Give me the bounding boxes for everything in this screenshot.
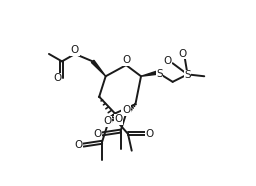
Text: O: O [114,114,122,124]
Text: S: S [156,69,163,79]
Polygon shape [141,71,158,76]
Polygon shape [91,60,106,76]
Text: O: O [122,105,130,115]
Text: O: O [93,129,101,139]
Text: O: O [74,140,83,150]
Text: O: O [179,49,187,59]
Text: O: O [122,55,130,65]
Text: S: S [184,70,191,80]
Text: O: O [103,116,112,126]
Text: O: O [145,129,154,139]
Text: O: O [163,56,171,66]
Text: O: O [53,73,61,83]
Text: O: O [71,45,79,55]
